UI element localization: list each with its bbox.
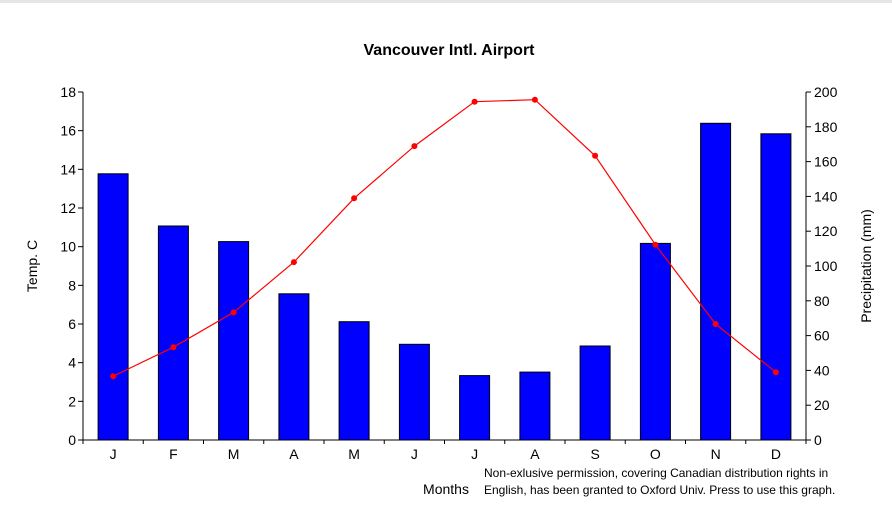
temperature-point-11 [712,321,719,327]
precip-bar-9 [579,345,611,441]
x-tick-label: S [590,446,599,462]
chart-marks: 0246810121416180204060801001201401601802… [60,84,837,462]
chart-title: Vancouver Intl. Airport [364,42,536,59]
temperature-point-2 [170,344,177,351]
y-tick-label: 12 [60,200,76,216]
permission-note: Non-exlusive permission, covering Canadi… [484,465,884,499]
temperature-point-10 [652,241,659,248]
temperature-point-1 [110,373,117,380]
x-tick-label: J [471,446,478,462]
precip-bar-6 [398,343,430,441]
y2-tick-label: 140 [814,188,838,204]
precip-bar-3 [218,241,250,441]
y-tick-label: 18 [60,84,76,100]
y-tick-label: 2 [68,393,76,409]
temperature-point-5 [351,195,358,202]
x-tick-label: A [289,446,299,462]
temperature-point-7 [471,98,478,105]
y2-tick-label: 40 [814,362,830,378]
y2-tick-label: 60 [814,328,830,344]
y2-tick-label: 200 [814,84,838,100]
x-axis-label: Months [423,481,469,497]
y2-tick-label: 180 [814,119,838,135]
permission-note-line-1: Non-exlusive permission, covering Canadi… [484,466,829,480]
temperature-point-3 [230,309,237,316]
top-border [0,0,892,3]
y2-tick-label: 20 [814,397,830,413]
y-tick-label: 6 [68,316,76,332]
y-tick-label: 14 [60,161,76,177]
y2-tick-label: 100 [814,258,838,274]
y-tick-label: 10 [60,239,76,255]
precip-bar-4 [278,293,310,441]
y2-axis-label: Precipitation (mm) [858,209,874,323]
x-tick-label: O [650,446,661,462]
x-tick-label: N [711,446,721,462]
x-tick-label: D [771,446,781,462]
y2-tick-label: 120 [814,223,838,239]
y-tick-label: 16 [60,123,76,139]
x-tick-label: F [169,446,178,462]
temperature-point-12 [772,369,779,376]
y2-tick-label: 80 [814,293,830,309]
y-tick-label: 0 [68,432,76,448]
y-tick-label: 4 [68,355,76,371]
x-tick-label: J [110,446,117,462]
temperature-point-6 [411,143,418,150]
precip-bar-11 [700,122,732,441]
y-axis-label: Temp. C [24,240,40,292]
y2-tick-label: 160 [814,154,838,170]
precip-bar-2 [157,225,189,441]
temperature-point-8 [531,96,538,103]
precip-bar-5 [338,321,370,441]
precip-bar-10 [639,242,671,441]
precip-bar-7 [459,375,491,441]
x-tick-label: M [348,446,360,462]
precip-bar-8 [519,371,551,441]
y-tick-label: 8 [68,277,76,293]
precip-bar-1 [97,173,129,441]
x-tick-label: J [411,446,418,462]
precip-bar-12 [760,133,792,441]
y2-tick-label: 0 [814,432,822,448]
x-tick-label: M [228,446,240,462]
permission-note-line-2: English, has been granted to Oxford Univ… [484,483,836,497]
temperature-line [112,99,777,377]
x-tick-label: A [530,446,540,462]
temperature-point-4 [290,259,297,266]
temperature-point-9 [592,152,599,159]
